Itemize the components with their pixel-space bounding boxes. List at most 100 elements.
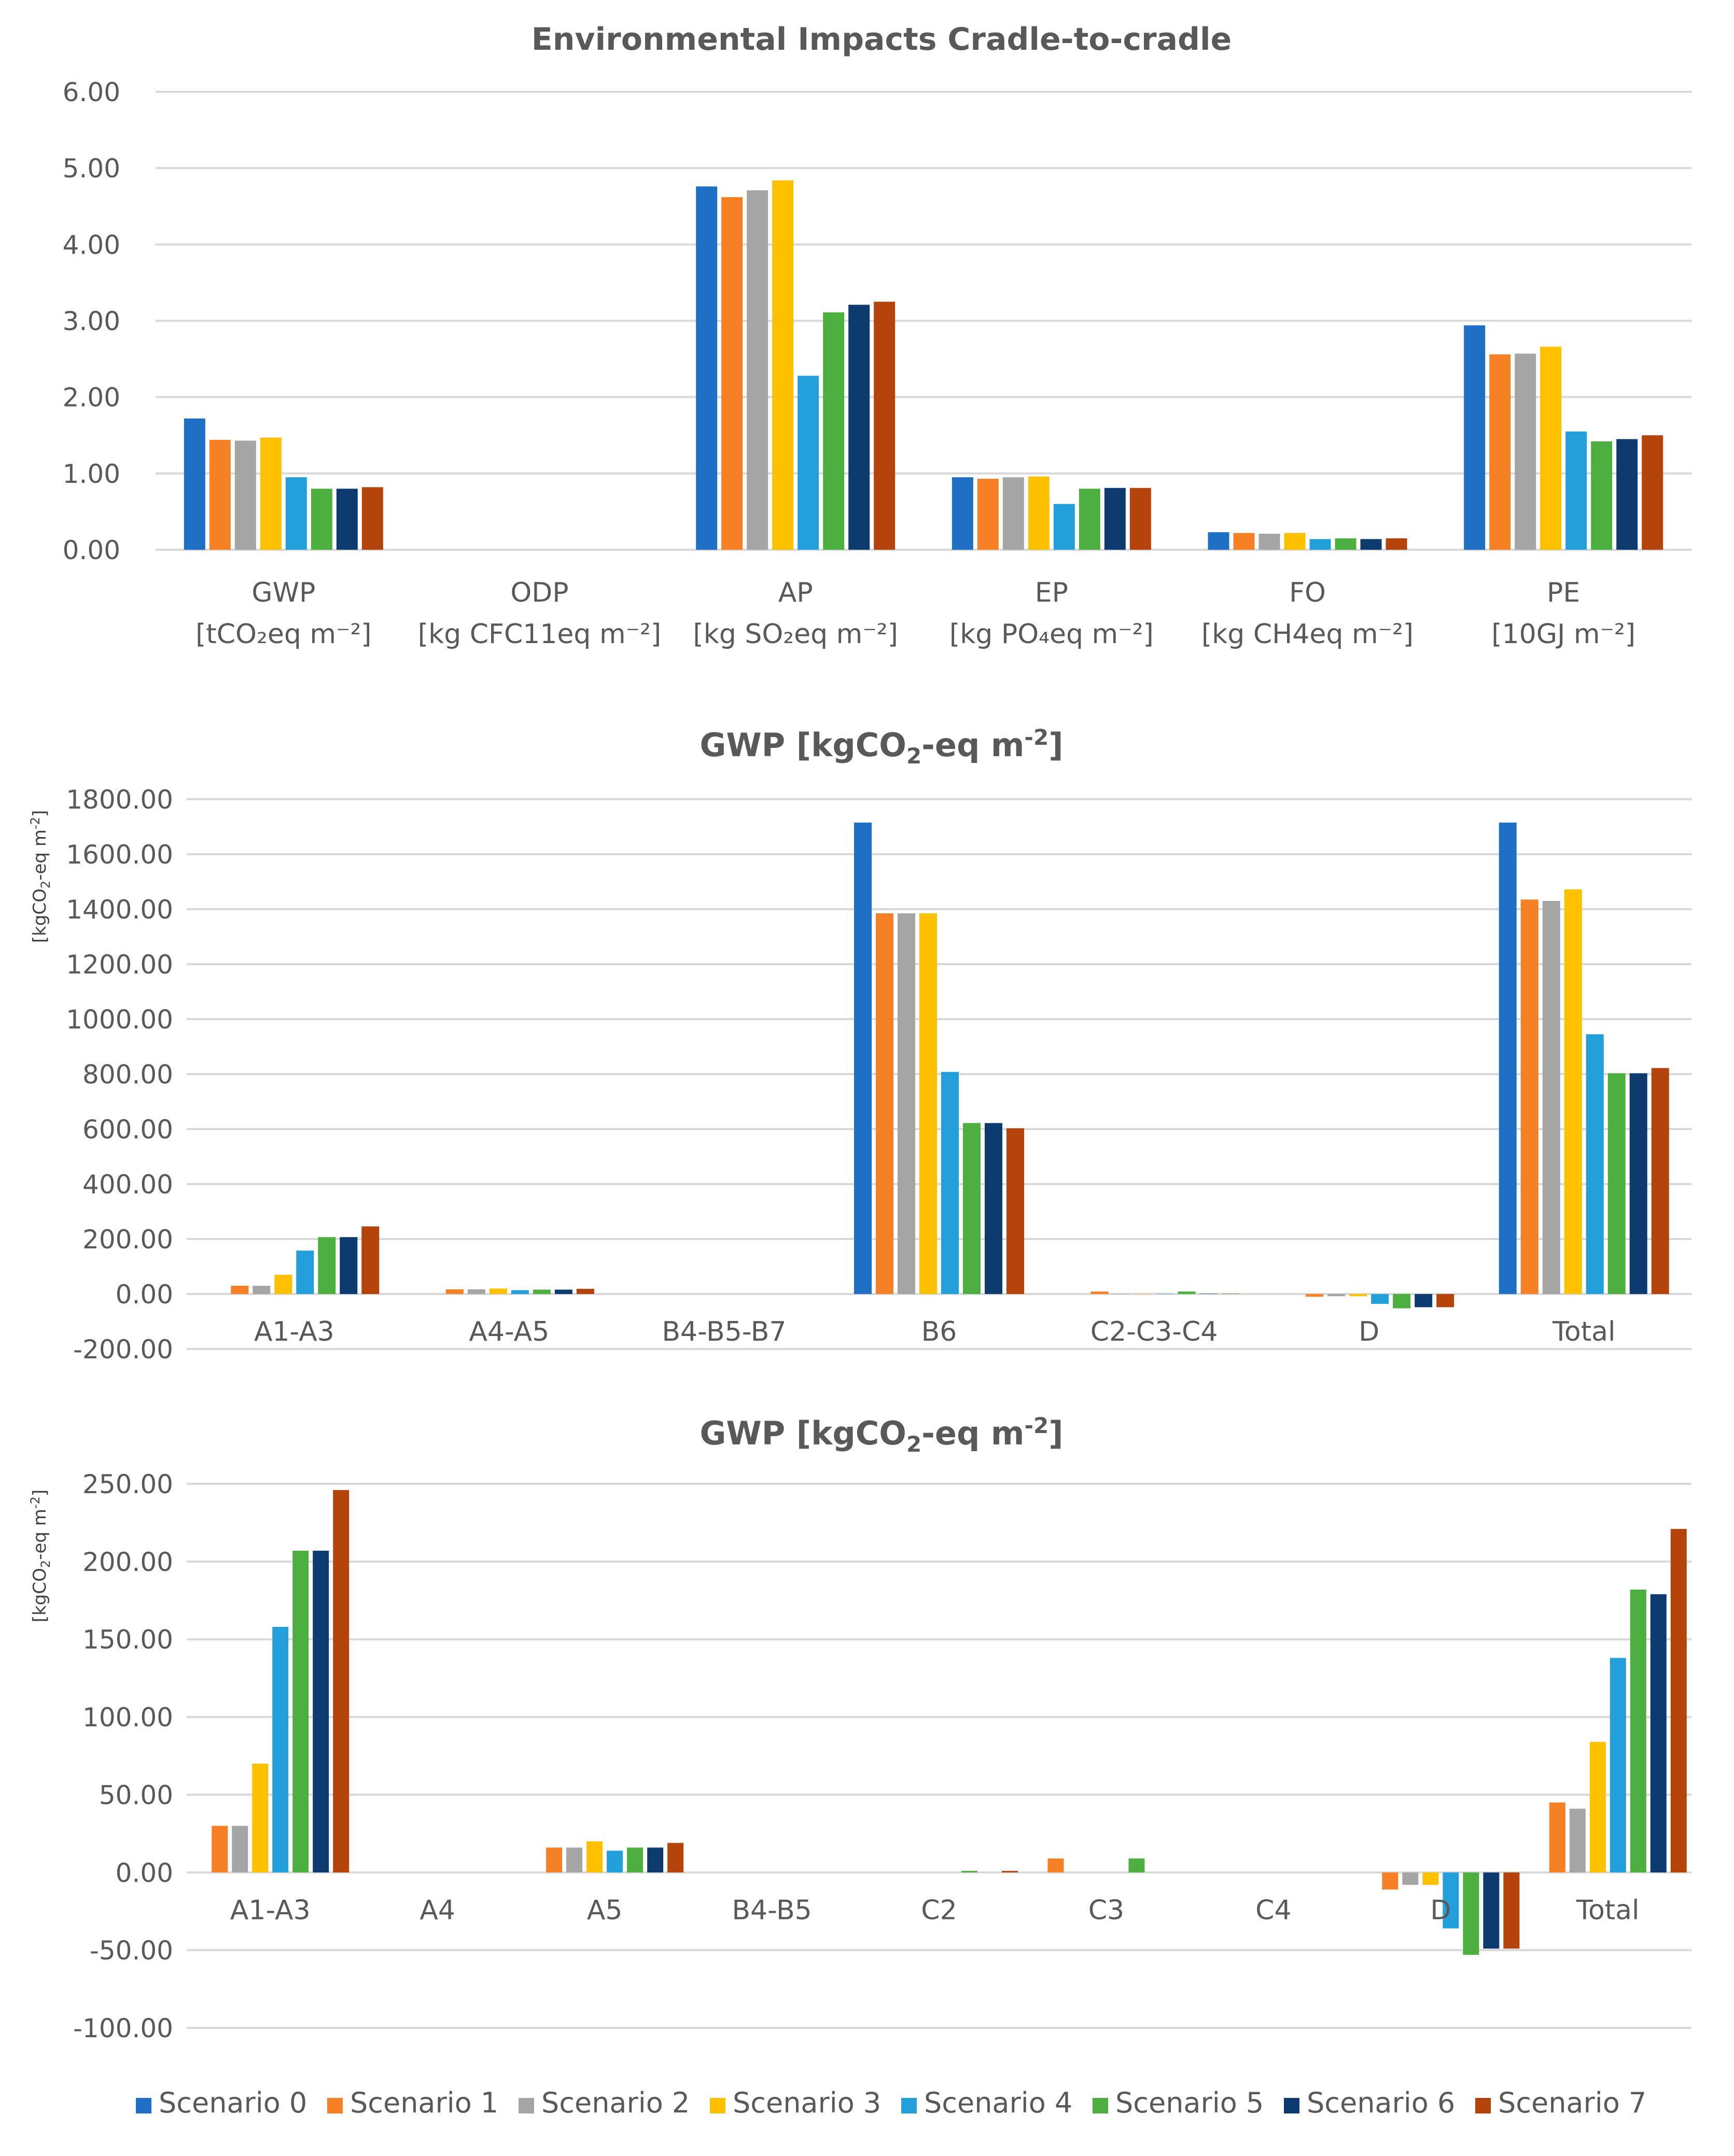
chart2-bar-c2-c3-c4-s6 — [1199, 1293, 1218, 1294]
chart2-gridlines — [187, 798, 1691, 1350]
chart3-bar-d-s4 — [1443, 1872, 1459, 1929]
chart3-bar-a5-s5 — [627, 1847, 644, 1873]
chart3-bar-d-s7 — [1503, 1872, 1520, 1949]
chart3-category-label: C4 — [1255, 1895, 1291, 1926]
chart2-bar-d-s3 — [1349, 1294, 1367, 1297]
chart2-bar-b6-s3 — [919, 913, 937, 1294]
chart3-bar-a1-a3-s7 — [333, 1490, 349, 1873]
chart2-bar-a1-a3-s5 — [318, 1237, 336, 1294]
chart3-bar-a5-s7 — [667, 1843, 684, 1873]
chart3-bars — [212, 1490, 1687, 1955]
chart3-y-tick: -100.00 — [73, 2013, 173, 2043]
chart2-bar-d-s2 — [1327, 1294, 1346, 1297]
chart3-y-tick: 100.00 — [82, 1703, 173, 1733]
chart1-y-tick: 4.00 — [63, 230, 120, 260]
chart3-title-end: ] — [1048, 1414, 1063, 1452]
chart1-bar-pe-s1 — [1489, 354, 1511, 550]
legend-label-0: Scenario 0 — [159, 2087, 307, 2119]
chart3-bar-a1-a3-s5 — [292, 1550, 309, 1873]
chart2-category-label: A4-A5 — [469, 1316, 549, 1347]
chart2-bar-a1-a3-s6 — [340, 1237, 358, 1294]
chart2-bar-a1-a3-s3 — [274, 1274, 292, 1294]
legend-label-2: Scenario 2 — [541, 2087, 690, 2119]
chart2-bar-total-s5 — [1607, 1073, 1626, 1294]
chart1-bar-pe-s2 — [1515, 353, 1536, 550]
chart-gwp-overview: GWP [kgCO2-eq m-2] [kgCO2-eq m-2] -200.0… — [28, 725, 1691, 1365]
chart3-bar-d-s5 — [1463, 1872, 1479, 1955]
chart3-bar-c2-s7 — [1002, 1871, 1018, 1873]
chart2-bar-b6-s7 — [1006, 1128, 1024, 1294]
chart1-category-unit: [10GJ m⁻²] — [1491, 619, 1635, 650]
chart1-bar-gwp-s5 — [311, 489, 332, 550]
chart1-bar-fo-s6 — [1360, 539, 1382, 550]
chart2-y-tick: 1000.00 — [66, 1005, 173, 1035]
chart3-bar-a5-s6 — [647, 1847, 664, 1873]
chart3-category-label: A4 — [419, 1895, 455, 1926]
chart2-ylabel-mid: -eq m — [30, 829, 50, 881]
chart2-bar-c2-c3-c4-s2 — [1112, 1293, 1130, 1294]
chart2-title-mid: -eq m — [921, 726, 1024, 764]
chart1-y-tick: 6.00 — [63, 77, 120, 107]
chart3-bar-c3-s5 — [1128, 1858, 1145, 1873]
chart2-bar-total-s7 — [1651, 1068, 1669, 1294]
chart2-bar-d-s4 — [1371, 1294, 1389, 1304]
chart1-category-unit: [kg CH4eq m⁻²] — [1201, 619, 1414, 650]
chart1-bar-fo-s1 — [1233, 533, 1255, 550]
chart1-bar-gwp-s1 — [209, 440, 231, 550]
chart3-ylabel-sup: -2 — [28, 1496, 43, 1509]
chart2-bar-b6-s4 — [941, 1072, 959, 1294]
chart2-y-tick: 1200.00 — [66, 950, 173, 980]
chart2-bar-a4-a5-s5 — [533, 1289, 551, 1294]
chart1-y-tick: 0.00 — [63, 535, 120, 565]
chart2-bar-a4-a5-s2 — [467, 1289, 485, 1294]
chart3-bar-a1-a3-s4 — [272, 1626, 289, 1873]
chart1-category-label: FO — [1289, 577, 1326, 608]
chart2-bar-total-s4 — [1586, 1034, 1604, 1294]
chart3-title: GWP [kgCO2-eq m-2] — [700, 1413, 1063, 1457]
chart2-bar-a1-a3-s2 — [253, 1286, 271, 1294]
chart2-ylabel-sup: -2 — [28, 817, 43, 829]
chart3-bar-d-s1 — [1382, 1872, 1399, 1890]
legend-label-5: Scenario 5 — [1115, 2087, 1264, 2119]
legend-swatch-1 — [327, 2098, 343, 2113]
chart1-y-tick: 3.00 — [63, 307, 120, 337]
chart2-y-axis-label: [kgCO2-eq m-2] — [28, 810, 53, 943]
chart3-bar-a1-a3-s2 — [232, 1826, 248, 1873]
chart1-bar-gwp-s6 — [336, 489, 358, 550]
chart2-title-main: GWP [kgCO — [700, 726, 906, 764]
chart2-bar-c2-c3-c4-s5 — [1178, 1291, 1196, 1294]
chart3-category-label: Total — [1576, 1895, 1639, 1926]
chart1-bar-ep-s5 — [1079, 489, 1100, 550]
chart3-y-tick: -50.00 — [90, 1936, 173, 1966]
chart1-bar-ap-s4 — [798, 375, 819, 550]
chart3-bar-total-s3 — [1589, 1742, 1606, 1873]
chart2-y-tick: 400.00 — [82, 1170, 173, 1200]
chart1-bar-pe-s0 — [1464, 325, 1486, 550]
chart2-bar-a4-a5-s1 — [445, 1289, 464, 1294]
legend-swatch-4 — [901, 2098, 917, 2113]
chart3-y-tick: 50.00 — [99, 1780, 173, 1810]
legend-swatch-3 — [710, 2098, 725, 2113]
legend-label-1: Scenario 1 — [350, 2087, 498, 2119]
chart2-bar-total-s0 — [1499, 823, 1517, 1294]
chart1-bar-ep-s2 — [1002, 477, 1024, 550]
chart3-bar-total-s1 — [1549, 1802, 1565, 1873]
chart1-bar-pe-s3 — [1540, 346, 1562, 550]
chart1-bar-ap-s5 — [823, 312, 845, 550]
chart3-bar-a1-a3-s1 — [212, 1826, 228, 1873]
chart2-y-tick: 0.00 — [116, 1279, 173, 1310]
chart3-bar-total-s6 — [1650, 1594, 1667, 1873]
chart3-title-mid: -eq m — [921, 1414, 1024, 1452]
chart2-y-tick: 800.00 — [82, 1060, 173, 1090]
chart1-bar-pe-s4 — [1565, 431, 1587, 550]
chart1-bars — [184, 180, 1663, 550]
chart2-y-tick: 1800.00 — [66, 785, 173, 815]
chart1-bar-fo-s2 — [1258, 534, 1280, 550]
chart3-bar-a5-s4 — [607, 1851, 623, 1873]
chart2-ylabel-end: ] — [30, 810, 50, 817]
chart2-bar-a1-a3-s4 — [296, 1250, 314, 1294]
legend-label-4: Scenario 4 — [924, 2087, 1072, 2119]
chart1-bar-fo-s0 — [1208, 532, 1229, 550]
chart1-bar-ep-s6 — [1104, 488, 1126, 550]
